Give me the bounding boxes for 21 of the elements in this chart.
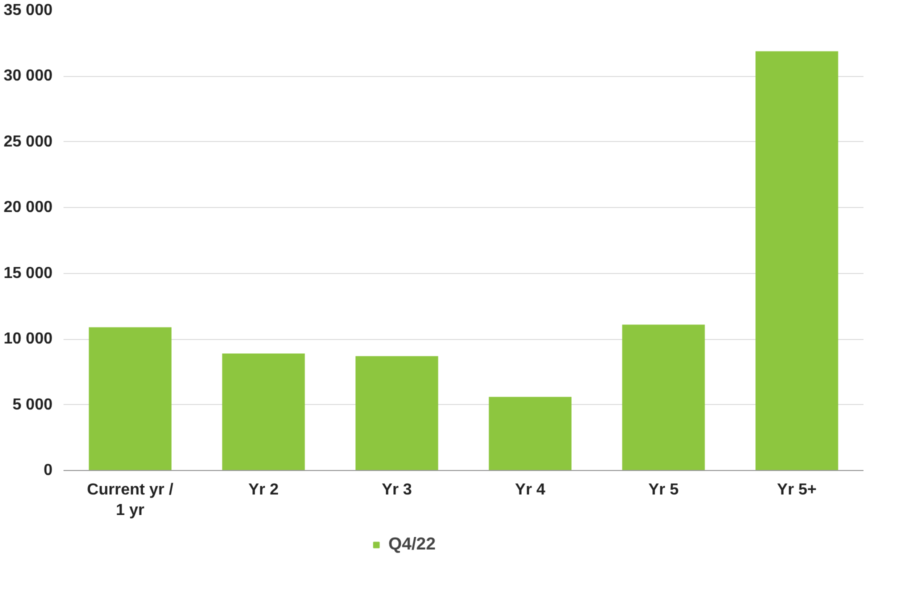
y-tick-label: 35 000 xyxy=(4,2,53,19)
bar xyxy=(622,324,705,470)
bar xyxy=(222,354,305,470)
y-tick-label: 15 000 xyxy=(4,264,53,282)
y-tick-label: 0 xyxy=(44,462,53,479)
bar xyxy=(756,51,838,470)
y-tick-label: 30 000 xyxy=(4,68,53,85)
y-tick-label: 25 000 xyxy=(4,133,53,150)
bar xyxy=(88,327,172,470)
x-tick-label: Yr 4 xyxy=(515,482,546,498)
legend-label: Q4/22 xyxy=(388,534,436,554)
y-tick-label: 10 000 xyxy=(4,330,53,348)
bar xyxy=(356,356,438,470)
y-tick-label: 20 000 xyxy=(4,199,53,216)
bar xyxy=(488,396,572,470)
x-tick-label: Yr 5 xyxy=(648,482,679,498)
x-tick-label: Yr 5+ xyxy=(777,482,817,498)
x-tick-label: Current yr / 1 yr xyxy=(87,482,174,519)
x-tick-label: Yr 2 xyxy=(248,482,279,498)
x-tick-label: Yr 3 xyxy=(382,482,412,498)
y-tick-label: 5 000 xyxy=(12,396,53,414)
